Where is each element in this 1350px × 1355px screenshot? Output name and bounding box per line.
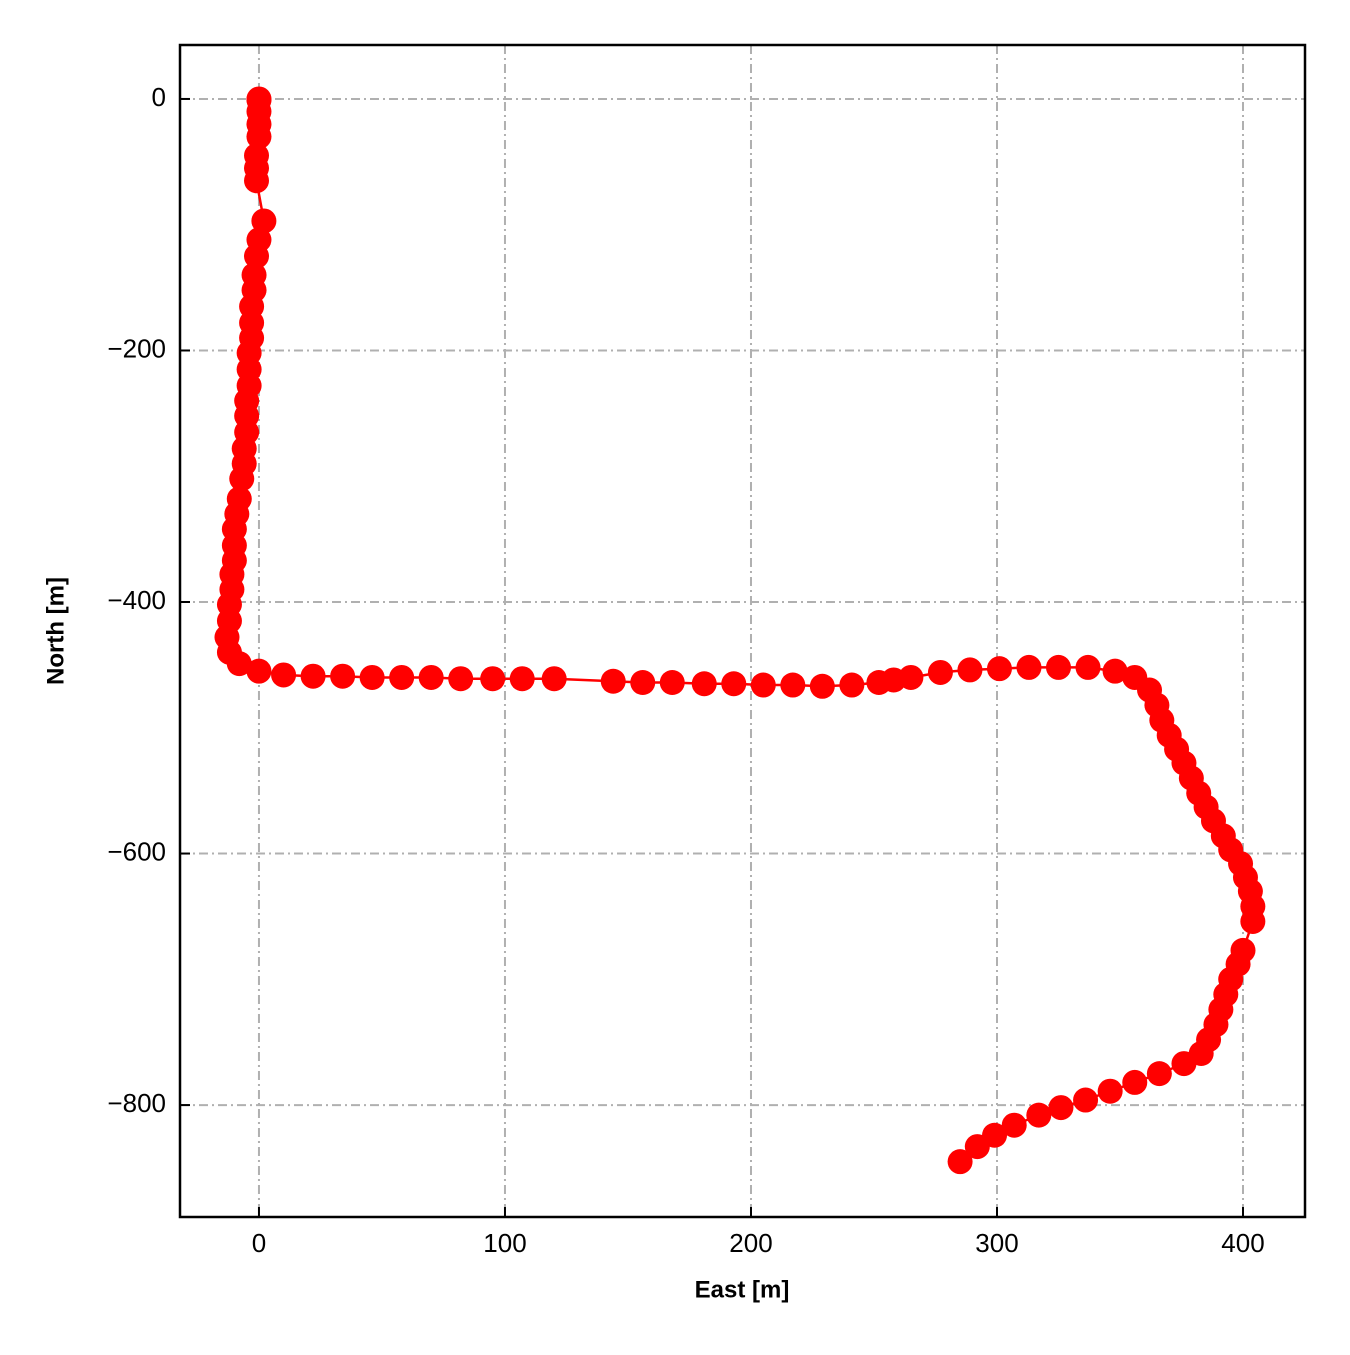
track-point xyxy=(630,670,656,696)
track-point xyxy=(750,672,776,698)
track-point xyxy=(721,671,747,697)
track-point xyxy=(1048,1095,1074,1121)
track-point xyxy=(600,668,626,694)
track-point xyxy=(389,664,415,690)
y-tick-label: −600 xyxy=(107,836,166,866)
track-point xyxy=(226,651,252,677)
track-point xyxy=(330,663,356,689)
y-tick-label: 0 xyxy=(152,82,166,112)
track-point xyxy=(1122,1069,1148,1095)
track-point xyxy=(246,658,272,684)
track-point xyxy=(1045,654,1071,680)
track-point xyxy=(480,666,506,692)
track-point xyxy=(246,124,272,150)
track-point xyxy=(809,673,835,699)
track-point xyxy=(1146,1061,1172,1087)
track-point xyxy=(359,664,385,690)
track-point xyxy=(300,663,326,689)
track-point xyxy=(1016,654,1042,680)
y-axis-label: North [m] xyxy=(42,577,69,685)
track-point xyxy=(448,666,474,692)
track-point xyxy=(947,1149,973,1175)
track-point xyxy=(839,672,865,698)
track-point xyxy=(957,657,983,683)
track-point xyxy=(509,666,535,692)
x-tick-label: 400 xyxy=(1221,1228,1264,1258)
track-point xyxy=(659,670,685,696)
track-point xyxy=(927,659,953,685)
track-point xyxy=(898,664,924,690)
track-point xyxy=(244,168,270,194)
x-axis-label: East [m] xyxy=(695,1276,790,1303)
track-point xyxy=(1075,654,1101,680)
y-tick-label: −400 xyxy=(107,585,166,615)
track-point xyxy=(251,208,277,234)
track-point xyxy=(244,243,270,269)
track-point xyxy=(1073,1087,1099,1113)
track-point xyxy=(541,666,567,692)
track-point xyxy=(1097,1078,1123,1104)
track-point xyxy=(418,664,444,690)
track-point xyxy=(986,656,1012,682)
track-point xyxy=(1240,908,1266,934)
y-tick-label: −800 xyxy=(107,1088,166,1118)
x-tick-label: 0 xyxy=(252,1228,266,1258)
x-tick-label: 100 xyxy=(483,1228,526,1258)
y-tick-label: −200 xyxy=(107,333,166,363)
track-point xyxy=(1171,1051,1197,1077)
x-tick-label: 300 xyxy=(975,1228,1018,1258)
track-point xyxy=(691,671,717,697)
plot-frame xyxy=(178,43,1307,1219)
track-point xyxy=(1026,1102,1052,1128)
track-point xyxy=(229,466,255,492)
track-point xyxy=(271,662,297,688)
track-point xyxy=(1102,658,1128,684)
track-point xyxy=(1001,1112,1027,1138)
track-point xyxy=(964,1134,990,1160)
x-tick-label: 200 xyxy=(729,1228,772,1258)
track-line xyxy=(225,99,1255,1163)
track-point xyxy=(780,672,806,698)
